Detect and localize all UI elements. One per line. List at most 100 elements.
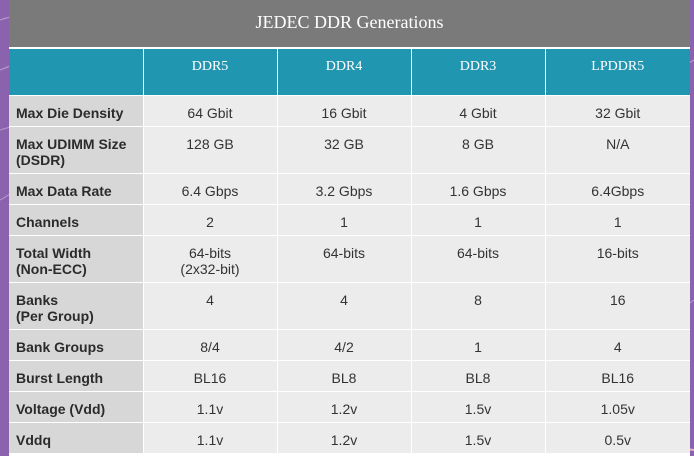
value-text: 1.2v xyxy=(330,400,358,417)
value-text: BL8 xyxy=(331,369,357,386)
table-row: Max Data Rate 6.4 Gbps 3.2 Gbps 1.6 Gbps 6.4… xyxy=(9,173,690,205)
value-cell: 1 xyxy=(545,204,690,236)
value-text: 64-bits xyxy=(322,244,366,261)
value-cell: 4 xyxy=(545,329,690,361)
ddr-comparison-table: DDR5 DDR4 DDR3 LPDDR5 Max Die Density 64 … xyxy=(9,49,690,454)
row-label-text: (Per Group) xyxy=(16,307,94,324)
value-cell: 16 xyxy=(545,282,690,330)
value-text: 4 Gbit xyxy=(459,104,497,121)
table-row: Voltage (Vdd) 1.1v 1.2v 1.5v 1.05v xyxy=(9,391,690,423)
row-label-text: Bank Groups xyxy=(16,338,104,355)
value-cell: 16 Gbit xyxy=(277,95,412,127)
value-text: 1.1v xyxy=(196,431,224,448)
value-text: 16 Gbit xyxy=(321,104,367,121)
value-text: 4 xyxy=(340,291,348,308)
row-label-cell: Max Die Density xyxy=(9,95,144,127)
value-text: 1.6 Gbps xyxy=(449,182,507,199)
row-label-text: (Non-ECC) xyxy=(16,260,87,277)
value-text: 1.05v xyxy=(600,400,635,417)
value-text: 6.4Gbps xyxy=(591,182,645,199)
value-text: 1 xyxy=(340,213,348,230)
value-cell: 32 Gbit xyxy=(545,95,690,127)
value-cell: 0.5v xyxy=(545,422,690,454)
row-label-cell: Burst Length xyxy=(9,360,144,392)
table-body: Max Die Density 64 Gbit 16 Gbit 4 Gbit 32 Gb… xyxy=(9,95,690,454)
row-label-text: Banks xyxy=(16,291,59,308)
value-cell: 1.6 Gbps xyxy=(411,173,546,205)
table-header-row: DDR5 DDR4 DDR3 LPDDR5 xyxy=(9,49,690,96)
row-label-text: Total Width xyxy=(16,244,92,261)
value-cell: 1 xyxy=(411,204,546,236)
value-cell: 1.05v xyxy=(545,391,690,423)
value-text: 1 xyxy=(613,213,622,230)
ddr-comparison-table-panel: JEDEC DDR Generations DDR5 DDR4 DDR3 LPD… xyxy=(9,0,690,456)
value-text: 32 GB xyxy=(324,135,364,152)
value-cell: BL8 xyxy=(277,360,412,392)
value-text: 8 GB xyxy=(462,135,494,152)
row-label-text: Burst Length xyxy=(16,369,104,386)
value-cell: 4 xyxy=(143,282,278,330)
table-row: Channels 2 1 1 1 xyxy=(9,204,690,236)
value-cell: 1 xyxy=(277,204,412,236)
value-cell: 64 Gbit xyxy=(143,95,278,127)
value-text: 1.5v xyxy=(464,431,492,448)
value-text: (2x32-bit) xyxy=(180,260,240,277)
value-cell: BL8 xyxy=(411,360,546,392)
table-row: Bank Groups 8/4 4/2 1 4 xyxy=(9,329,690,361)
value-cell: 1 xyxy=(411,329,546,361)
value-cell: 2 xyxy=(143,204,278,236)
value-text: 4 xyxy=(613,338,622,355)
value-text: 8 xyxy=(474,291,482,308)
value-text: 3.2 Gbps xyxy=(315,182,373,199)
value-cell: 4/2 xyxy=(277,329,412,361)
value-cell: 4 xyxy=(277,282,412,330)
value-text: 128 GB xyxy=(186,135,234,152)
header-cell-ddr4: DDR4 xyxy=(277,49,412,96)
value-text: 8/4 xyxy=(200,338,220,355)
value-text: BL16 xyxy=(601,369,635,386)
header-cell-empty xyxy=(9,49,144,96)
row-label-text: Max UDIMM Size xyxy=(16,135,127,152)
value-text: 1 xyxy=(474,213,482,230)
value-text: 0.5v xyxy=(604,431,631,448)
value-cell: 64-bits xyxy=(277,235,412,283)
value-text: 4/2 xyxy=(334,338,354,355)
value-cell: 3.2 Gbps xyxy=(277,173,412,205)
row-label-cell: Voltage (Vdd) xyxy=(9,391,144,423)
row-label-cell: Total Width (Non-ECC) xyxy=(9,235,144,283)
value-cell: 6.4 Gbps xyxy=(143,173,278,205)
row-label-cell: Channels xyxy=(9,204,144,236)
value-cell: BL16 xyxy=(143,360,278,392)
value-text: 1.2v xyxy=(330,431,358,448)
value-cell: BL16 xyxy=(545,360,690,392)
value-cell: 128 GB xyxy=(143,126,278,174)
value-text: 2 xyxy=(206,213,214,230)
row-label-text: Voltage (Vdd) xyxy=(16,400,106,417)
value-cell: N/A xyxy=(545,126,690,174)
value-text: BL16 xyxy=(193,369,227,386)
row-label-cell: Max Data Rate xyxy=(9,173,144,205)
value-cell: 1.5v xyxy=(411,391,546,423)
value-text: 6.4 Gbps xyxy=(181,182,239,199)
value-cell: 64-bits (2x32-bit) xyxy=(143,235,278,283)
value-cell: 16-bits xyxy=(545,235,690,283)
value-text: 16 xyxy=(609,291,626,308)
value-text: 1 xyxy=(474,338,482,355)
value-cell: 32 GB xyxy=(277,126,412,174)
value-cell: 1.1v xyxy=(143,391,278,423)
value-cell: 1.5v xyxy=(411,422,546,454)
value-cell: 1.1v xyxy=(143,422,278,454)
value-cell: 1.2v xyxy=(277,422,412,454)
value-cell: 6.4Gbps xyxy=(545,173,690,205)
value-text: 64-bits xyxy=(188,244,232,261)
header-cell-ddr5: DDR5 xyxy=(143,49,278,96)
value-text: 1.5v xyxy=(464,400,492,417)
table-row: Max UDIMM Size (DSDR) 128 GB 32 GB 8 GB N/A xyxy=(9,126,690,174)
value-text: BL8 xyxy=(465,369,491,386)
value-text: 32 Gbit xyxy=(595,104,641,121)
table-row: Vddq 1.1v 1.2v 1.5v 0.5v xyxy=(9,422,690,454)
value-text: 64-bits xyxy=(456,244,500,261)
row-label-cell: Max UDIMM Size (DSDR) xyxy=(9,126,144,174)
row-label-text: Channels xyxy=(16,213,80,230)
value-text: 1.1v xyxy=(196,400,224,417)
